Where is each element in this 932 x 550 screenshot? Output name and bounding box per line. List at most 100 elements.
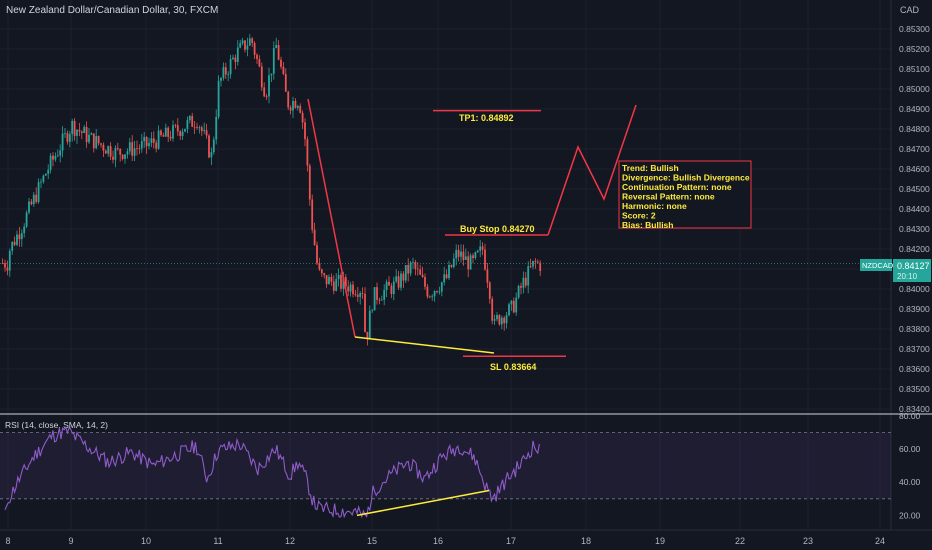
candle-body [25,212,28,227]
candle-body [184,128,186,132]
candle-body [474,252,477,259]
candle-body [445,274,448,279]
buy-stop-label: Buy Stop 0.84270 [460,224,535,234]
candle-body [174,125,177,126]
candle-body [152,138,155,143]
candle-body [8,250,11,271]
analysis-box[interactable]: Trend: Bullish Divergence: Bullish Diver… [618,160,752,230]
candle-body [486,269,489,283]
candle-body [37,182,40,202]
price-tick-label: 0.84600 [899,164,930,174]
candle-body [23,226,26,234]
candle-body [493,319,496,321]
candle-body [176,125,179,132]
candle-body [167,127,170,137]
candle-body [186,120,189,129]
candle-body [428,296,431,298]
candle-body [234,57,237,62]
candle-body [402,273,405,281]
candle-body [191,115,194,127]
symbol-tag-text: NZDCAD [862,261,894,270]
candle-body [419,269,422,275]
candle-body [138,148,141,150]
candle-body [76,129,78,136]
candle-body [95,136,98,149]
candle-body [481,246,484,250]
candle-body [200,127,203,132]
time-axis[interactable]: 8 9 10 11 12 15 16 17 18 19 22 23 24 [5,536,885,546]
price-divergence-line [354,336,495,354]
candle-body [222,67,225,78]
candle-body [368,310,371,340]
candle-body [145,136,148,147]
time-tick-label: 18 [581,536,591,546]
candle-body [436,291,438,293]
symbol-title[interactable]: New Zealand Dollar/Canadian Dollar, 30, … [6,5,218,16]
candle-body [100,143,102,145]
stop-loss-label: SL 0.83664 [490,362,536,372]
rsi-tick-label: 80.00 [899,411,921,421]
candle-body [448,264,450,279]
candle-body [210,152,213,158]
candle-body [457,250,460,257]
candle-body [220,77,222,81]
candle-body [536,261,539,263]
candle-body [52,155,54,160]
candle-body [359,293,362,297]
candle-body [6,267,9,271]
candle-body [395,276,398,282]
candle-body [443,274,446,283]
candle-body [524,277,527,286]
price-tick-label: 0.85300 [899,24,930,34]
candle-body [258,59,261,67]
time-tick-label: 23 [803,536,813,546]
candle-body [40,181,42,183]
price-axis[interactable]: 0.85300 0.85200 0.85100 0.85000 0.84900 0.848… [899,24,930,414]
candle-body [239,43,242,48]
rsi-tick-label: 60.00 [899,444,921,454]
candle-body [344,277,347,287]
candle-body [383,289,386,300]
candle-body [330,276,333,282]
candle-body [126,151,129,155]
candle-body [308,165,311,200]
candle-body [450,264,453,267]
price-tick-label: 0.83900 [899,304,930,314]
candle-body [527,266,530,286]
candle-body [529,266,532,268]
projection-path [547,104,637,236]
candle-body [104,150,107,154]
candle-body [248,38,251,46]
candle-body [414,262,417,269]
candle-body [323,273,326,276]
candle-body [143,136,146,142]
candle-body [42,175,45,182]
candle-body [352,284,354,295]
candle-body [272,48,275,74]
time-tick-label: 10 [141,536,151,546]
analysis-harmonic: Harmonic: none [622,201,687,211]
candle-body [421,274,424,277]
candle-body [44,173,47,176]
candle-body [32,194,35,205]
candle-body [54,156,57,160]
price-tick-label: 0.84200 [899,244,930,254]
current-price-tag: NZDCAD 0.84127 20:10 [860,259,931,282]
candle-body [313,229,316,245]
price-tick-label: 0.84500 [899,184,930,194]
candle-body [284,73,287,92]
candle-body [522,277,525,288]
candle-body [325,275,328,285]
candle-body [270,73,273,76]
rsi-title[interactable]: RSI (14, close, SMA, 14, 2) [5,420,108,430]
candle-body [400,273,402,288]
rsi-axis: 80.00 60.00 40.00 20.00 [899,411,921,521]
candle-body [397,276,400,288]
candle-body [164,127,167,137]
candle-body [392,281,395,295]
candle-body [407,265,410,274]
candle-body [16,234,18,245]
candle-body [476,250,479,253]
